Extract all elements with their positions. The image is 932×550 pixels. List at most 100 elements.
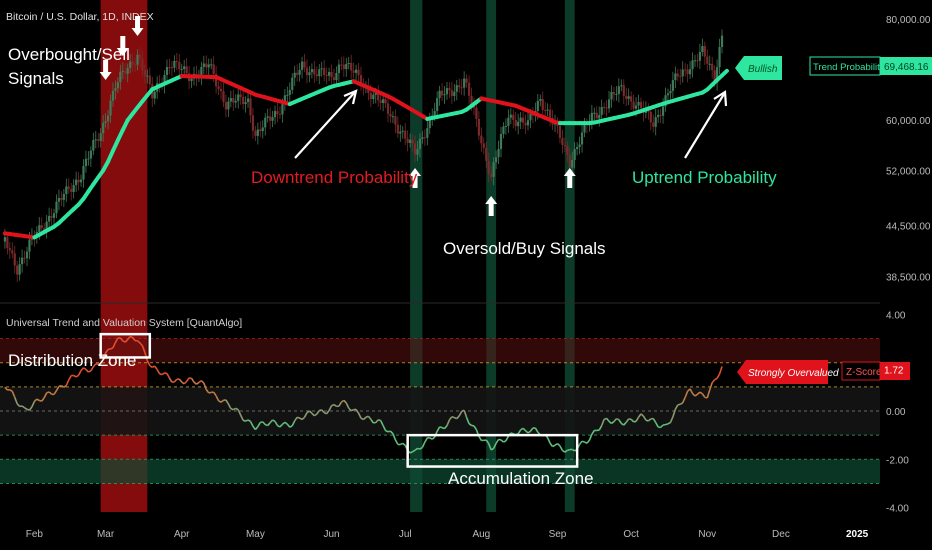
z-score-segment [267, 422, 271, 427]
candle-body [249, 98, 252, 116]
z-score-segment [701, 393, 706, 398]
z-score-segment [24, 407, 28, 410]
candle-body [165, 67, 169, 75]
candle-body [625, 95, 628, 99]
sell-arrow-icon [131, 16, 144, 36]
candle-body [389, 113, 392, 117]
candle-body [126, 67, 129, 74]
z-score-segment [598, 425, 603, 431]
z-score-segment [311, 412, 315, 417]
z-score-segment [323, 411, 327, 415]
candle-body [598, 114, 601, 119]
time-axis[interactable]: Feb Mar Apr May Jun Jul Aug Sep Oct Nov Dec 2025 [26, 529, 869, 540]
candle-body [600, 107, 603, 115]
z-score-segment [141, 345, 146, 353]
candle-body [6, 237, 9, 249]
candle-body [264, 117, 267, 128]
z-score-segment [237, 409, 242, 416]
time-tick-label: Oct [623, 529, 639, 540]
candle-body [359, 75, 363, 86]
candle-body [332, 77, 336, 81]
candle-body [549, 109, 552, 118]
candle-body [612, 91, 616, 95]
candle-body [308, 72, 311, 76]
z-score-segment [669, 416, 674, 423]
price-axis[interactable]: 80,000.00 60,000.00 52,000.00 44,500.00 38,5… [886, 15, 931, 284]
price-tick-label: 38,500.00 [886, 272, 931, 283]
zone-boxes [99, 332, 579, 468]
candle-body [494, 157, 498, 163]
candle-body [82, 165, 85, 180]
candle-body [234, 100, 237, 103]
z-score-segment [159, 373, 163, 376]
z-score-segment [127, 336, 131, 340]
z-score-segment [554, 442, 558, 446]
z-score-segment [110, 347, 114, 350]
candle-body [666, 93, 670, 96]
z-score-segment [83, 367, 87, 371]
candle-body [544, 109, 547, 111]
candle-body [637, 101, 640, 106]
z-score-segment [436, 426, 441, 432]
candle-body [325, 75, 328, 77]
z-score-segment [377, 419, 381, 422]
z-score-segment [421, 441, 426, 448]
candle-body [38, 225, 41, 232]
z-score-segment [303, 412, 308, 418]
z-score-segment [667, 421, 671, 425]
time-tick-label: Jul [399, 529, 412, 540]
z-score-segment [178, 378, 183, 383]
overvalued-badge-shape [737, 360, 828, 384]
candle-body [445, 88, 449, 95]
candle-body [116, 82, 119, 89]
z-score-segment [164, 372, 168, 375]
z-score-segment [716, 373, 721, 379]
candle-body [278, 114, 282, 116]
candle-body [224, 101, 228, 110]
z-score-segment [492, 443, 497, 449]
indicator-axis[interactable]: 4.00 1.72 0.00 -2.00 -4.00 [884, 310, 909, 514]
candle-body [62, 193, 65, 200]
candle-body [21, 257, 24, 265]
z-score-segment [257, 421, 262, 427]
candle-body [711, 63, 714, 71]
candle-body [114, 88, 117, 91]
candle-body [519, 117, 522, 122]
distribution-zone-label: Distribution Zone [8, 351, 137, 370]
z-score-segment [564, 449, 568, 453]
candle-body [436, 98, 439, 112]
z-score-segment [458, 410, 463, 417]
candle-body [507, 117, 510, 126]
z-score-segment [529, 427, 534, 432]
z-score-segment [640, 413, 644, 417]
candle-body [13, 253, 16, 266]
candle-body [438, 90, 441, 99]
buy-arrow-icon [563, 168, 576, 188]
zscore-value-box [880, 362, 910, 380]
z-score-segment [350, 408, 354, 412]
z-score-segment [419, 446, 423, 450]
candle-body [119, 71, 122, 83]
z-score-segment [112, 342, 117, 349]
z-score-segment [556, 443, 561, 447]
candle-body [607, 99, 611, 109]
candle-body [536, 100, 539, 111]
z-score-segment [446, 419, 451, 426]
z-score-segment [588, 434, 593, 441]
z-score-segment [39, 399, 42, 402]
z-score-segment [235, 407, 239, 411]
time-tick-label: Apr [174, 529, 190, 540]
candle-body [185, 66, 188, 74]
z-score-segment [485, 439, 490, 445]
candle-body [512, 114, 515, 120]
z-score-segment [552, 444, 556, 448]
candle-body [207, 64, 210, 68]
z-score-segment [394, 439, 399, 445]
z-score-segment [151, 365, 156, 369]
candle-body [418, 138, 422, 149]
candle-body [146, 75, 149, 77]
zscore-readout: Strongly Overvalued Z-Score [737, 360, 910, 384]
candle-body [141, 58, 144, 71]
candle-body [620, 85, 623, 87]
